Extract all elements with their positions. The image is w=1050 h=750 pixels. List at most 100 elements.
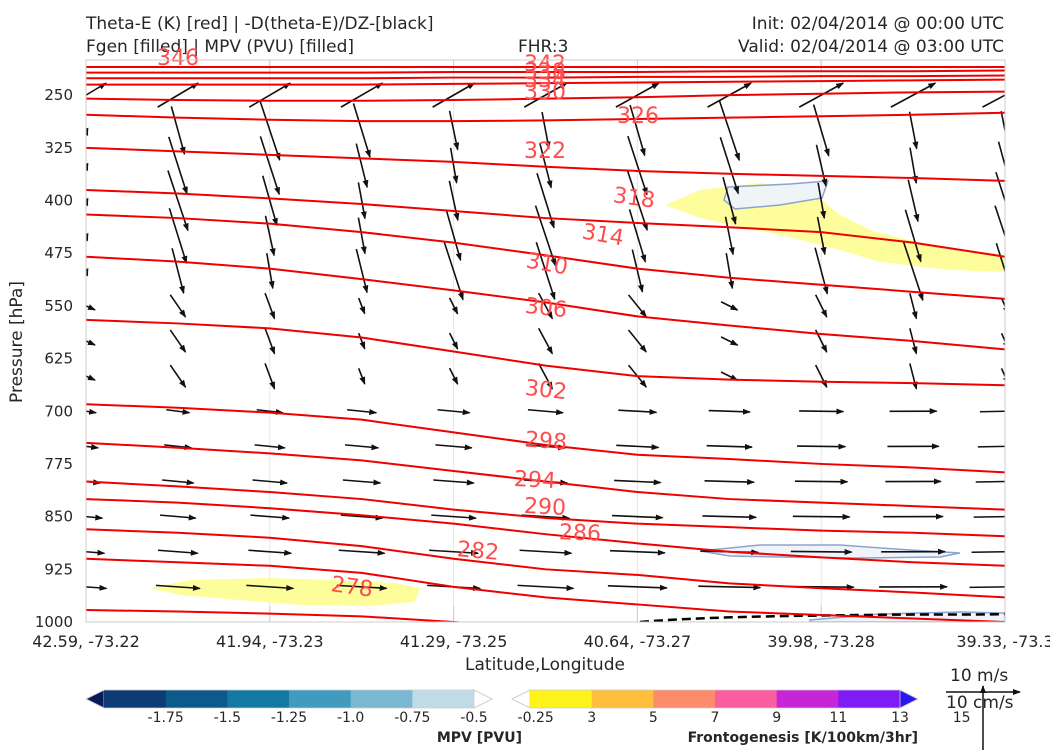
fgen-tick-label: 11 <box>829 710 847 726</box>
fgen-swatch <box>530 690 593 708</box>
wind-vectors <box>86 82 1005 591</box>
wind-vector <box>973 515 1005 518</box>
wind-scale-horizontal-label: 10 m/s <box>950 666 1008 686</box>
mpv-tick-label: -0.5 <box>460 710 487 726</box>
wind-vector <box>627 329 647 353</box>
mpv-tick-label: -0.25 <box>518 710 554 726</box>
wind-vector <box>448 367 459 385</box>
wind-vector <box>264 327 276 355</box>
wind-vector <box>812 104 830 157</box>
wind-vector <box>614 479 662 486</box>
wind-vector <box>264 215 276 257</box>
wind-vector <box>994 205 1005 239</box>
theta-e-contour-306 <box>86 318 1005 387</box>
y-tick-label: 400 <box>44 192 73 210</box>
wind-vector <box>347 408 378 416</box>
wind-vector <box>171 248 185 295</box>
wind-vector <box>250 514 291 521</box>
wind-vector <box>166 408 191 415</box>
wind-vector <box>815 144 828 187</box>
fgen-tick-label: 7 <box>711 710 720 726</box>
wind-vector <box>86 408 98 415</box>
wind-vector <box>609 549 666 556</box>
theta-e-contour-342 <box>86 69 1005 74</box>
theta-e-label-318: 318 <box>611 183 656 214</box>
wind-vector <box>719 137 740 195</box>
wind-vector <box>720 336 739 346</box>
wind-vector <box>909 363 918 390</box>
wind-vector <box>798 82 845 108</box>
theta-e-label-338: 338 <box>524 60 566 85</box>
y-tick-label: 325 <box>44 139 73 157</box>
wind-vector <box>256 408 284 415</box>
fgen-swatch <box>715 690 778 708</box>
mpv-extend-high <box>473 689 493 709</box>
wind-vector <box>86 304 96 311</box>
wind-vector <box>627 135 648 196</box>
wind-vector <box>259 100 281 161</box>
mpv-tick-label: -0.75 <box>394 710 430 726</box>
wind-vector <box>429 549 480 556</box>
wind-vector <box>86 444 100 450</box>
theta-e-contour-310 <box>86 255 1005 351</box>
wind-vector <box>449 147 459 184</box>
fgen-swatch <box>653 690 716 708</box>
wind-vector <box>908 111 919 150</box>
wind-vector <box>969 586 1005 589</box>
mpv-outline <box>85 689 493 709</box>
fgen-colorbar-title: Frontogenesis [K/100km/3hr] <box>688 730 918 746</box>
wind-vector <box>909 292 918 320</box>
wind-vector <box>261 175 278 227</box>
wind-vector <box>252 479 289 486</box>
theta-e-label-286: 286 <box>559 520 602 546</box>
wind-vector <box>357 182 367 220</box>
wind-vector <box>814 294 828 318</box>
theta-e-label-290: 290 <box>523 494 566 521</box>
wind-vector <box>890 82 937 108</box>
theta-e-label-302: 302 <box>524 376 568 405</box>
y-axis-label: Pressure [hPa] <box>7 281 27 403</box>
mpv-swatch <box>227 690 290 708</box>
wind-vector <box>607 584 668 591</box>
wind-vector <box>168 136 188 195</box>
wind-vector <box>618 408 658 415</box>
wind-vector <box>706 443 753 450</box>
x-axis-label: Latitude,Longitude <box>465 655 625 675</box>
wind-vector <box>86 549 106 556</box>
theta-e-contour-278 <box>86 609 467 622</box>
wind-vector <box>169 294 187 318</box>
wind-vector <box>523 82 568 108</box>
x-axis-ticks: 42.59, -73.22 41.94, -73.23 41.29, -73.25 4… <box>32 632 1050 651</box>
wind-vector <box>86 127 89 137</box>
wind-vector <box>336 584 388 591</box>
wind-vector <box>720 301 739 311</box>
y-tick-label: 925 <box>44 560 73 578</box>
wind-vector <box>702 514 758 521</box>
title-left-line1: Theta-E (K) [red] | -D(theta-E)/DZ-[blac… <box>86 14 434 34</box>
theta-e-contour-318 <box>86 188 1005 258</box>
theta-e-contour-314 <box>86 213 1005 300</box>
wind-vector <box>264 292 276 320</box>
mpv-colorbar: -1.75 -1.5 -1.25 -1.0 -0.75 -0.5 -0.25 <box>85 689 554 726</box>
wind-vector <box>169 329 187 353</box>
fgen-outline <box>511 689 919 709</box>
theta-e-label-326: 326 <box>617 104 659 129</box>
wind-vector <box>629 104 646 157</box>
forecast-hour-label: FHR:3 <box>518 37 569 57</box>
theta-e-label-322: 322 <box>524 139 566 164</box>
wind-vector <box>612 514 664 521</box>
wind-vector <box>708 408 751 415</box>
theta-e-label-278: 278 <box>329 572 374 603</box>
x-tick-label: 41.29, -73.25 <box>400 632 508 651</box>
y-tick-label: 550 <box>44 297 73 315</box>
fgen-tick-label: 15 <box>953 710 971 726</box>
wind-vector <box>355 248 369 294</box>
wind-vector <box>816 216 827 256</box>
wind-vector <box>724 216 735 256</box>
wind-vector <box>170 106 186 156</box>
wind-vector <box>628 209 647 263</box>
fgen-swatch <box>838 690 901 708</box>
mpv-region-upper <box>723 180 830 210</box>
theta-e-contour-330 <box>86 90 1005 102</box>
wind-vector <box>443 241 464 301</box>
